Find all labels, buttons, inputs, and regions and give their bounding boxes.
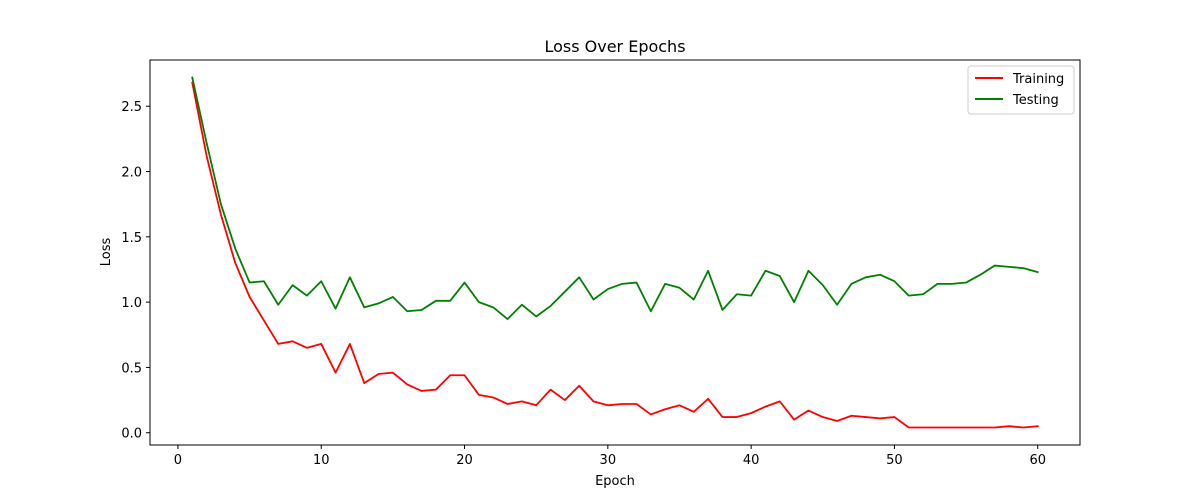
series-training — [191, 81, 1039, 429]
x-tick-label: 30 — [600, 453, 617, 468]
x-axis-ticks: 0 10 20 30 40 50 60 — [174, 445, 1046, 468]
y-tick-label: 2.5 — [121, 100, 142, 115]
plot-frame — [149, 59, 1081, 446]
x-tick-label: 60 — [1029, 453, 1046, 468]
y-tick-label: 0.0 — [121, 427, 142, 442]
series-line-testing — [191, 76, 1039, 321]
y-axis-label: Loss — [99, 238, 114, 267]
legend: Training Testing — [967, 65, 1075, 115]
y-tick-label: 1.0 — [121, 296, 142, 311]
chart-title: Loss Over Epochs — [544, 37, 685, 56]
y-axis-ticks: 0.0 0.5 1.0 1.5 2.0 2.5 — [121, 100, 150, 442]
x-tick-label: 10 — [313, 453, 330, 468]
x-axis-label: Epoch — [595, 474, 635, 489]
y-tick-label: 2.0 — [121, 166, 142, 181]
series-line-training — [191, 81, 1039, 429]
series-testing — [191, 76, 1039, 321]
x-tick-label: 0 — [174, 453, 182, 468]
series-layer — [191, 76, 1039, 429]
legend-label-training: Training — [1012, 72, 1064, 87]
legend-label-testing: Testing — [1012, 93, 1059, 108]
y-tick-label: 1.5 — [121, 231, 142, 246]
x-tick-label: 50 — [886, 453, 903, 468]
x-tick-label: 20 — [456, 453, 473, 468]
x-tick-label: 40 — [743, 453, 760, 468]
y-tick-label: 0.5 — [121, 361, 142, 376]
